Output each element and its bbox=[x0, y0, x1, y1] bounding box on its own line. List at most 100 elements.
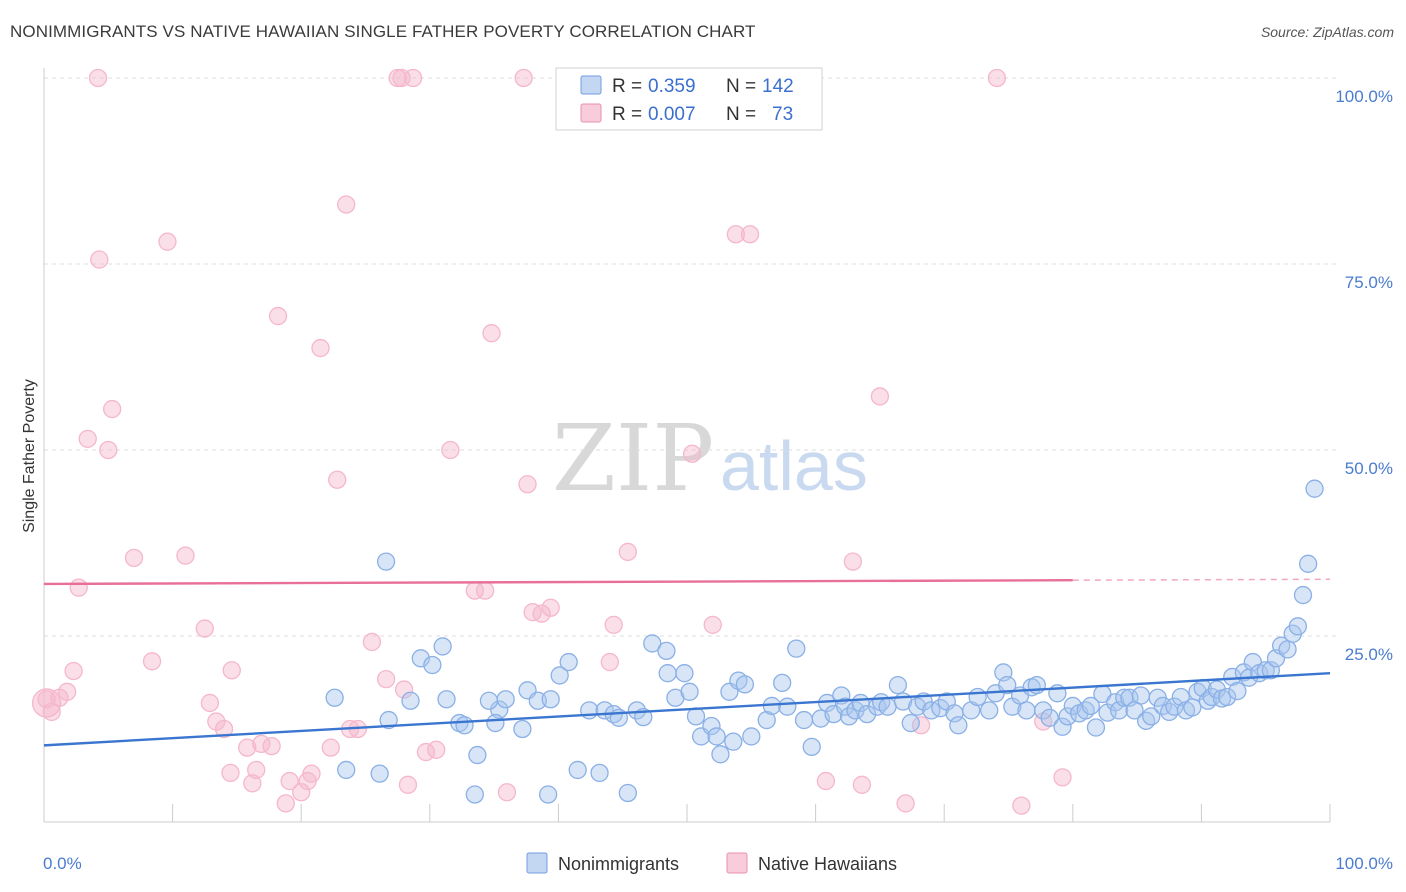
nonimmigrants-point-109 bbox=[1142, 707, 1161, 726]
nonimmigrants-point-35 bbox=[657, 641, 676, 661]
y-tick-label-75: 75.0% bbox=[1345, 273, 1393, 292]
native-hawaiians-point-12 bbox=[142, 652, 162, 671]
nonimmigrants-point-42 bbox=[702, 716, 721, 736]
y-tick-label-50: 50.0% bbox=[1345, 459, 1393, 478]
nonimmigrants-point-80 bbox=[968, 687, 987, 707]
nonimmigrants-point-31 bbox=[618, 783, 637, 803]
native-hawaiians-point-27 bbox=[276, 794, 295, 813]
native-hawaiians-point-22 bbox=[243, 774, 262, 793]
nonimmigrants-point-8 bbox=[433, 637, 452, 656]
native-hawaiians-point-61 bbox=[703, 615, 722, 634]
nonimmigrants-point-50 bbox=[757, 710, 776, 730]
stats-legend: R = 0.359 N = 142 R = 0.007 N = 73 bbox=[555, 67, 823, 131]
native-hawaiians-point-66 bbox=[852, 775, 872, 794]
native-hawaiians-point-6 bbox=[78, 429, 97, 448]
nonimmigrants-point-5 bbox=[401, 691, 420, 710]
native-hawaiians-point-38 bbox=[362, 632, 382, 652]
native-hawaiians-point-46 bbox=[427, 740, 446, 759]
nonimmigrants-point-116 bbox=[1183, 698, 1202, 717]
nonimmigrants-point-34 bbox=[643, 634, 662, 653]
native-hawaiians-point-57 bbox=[600, 652, 619, 672]
native-hawaiians-point-35 bbox=[337, 195, 356, 214]
nonimmigrants-point-12 bbox=[465, 785, 484, 804]
nonimmigrants-point-17 bbox=[496, 690, 515, 709]
nonimmigrants-point-56 bbox=[802, 737, 821, 757]
series-legend: Nonimmigrants Native Hawaiians bbox=[526, 852, 897, 874]
nonimmigrants-point-136 bbox=[1288, 617, 1307, 636]
native-hawaiians-point-62 bbox=[726, 225, 746, 244]
legend-n-value-1: 142 bbox=[762, 76, 794, 97]
nonimmigrants-point-39 bbox=[680, 682, 699, 701]
native-hawaiians-point-53 bbox=[518, 475, 537, 494]
native-hawaiians-trend-extension bbox=[1072, 578, 1331, 581]
y-axis-label: Single Father Poverty bbox=[21, 379, 38, 533]
nonimmigrants-point-22 bbox=[541, 690, 560, 709]
nonimmigrants-point-131 bbox=[1261, 661, 1280, 680]
watermark-atlas: atlas bbox=[720, 427, 868, 505]
legend-r-value-1: 0.359 bbox=[648, 76, 696, 97]
x-tick-label-100: 100.0% bbox=[1335, 854, 1393, 873]
native-hawaiians-point-21 bbox=[238, 738, 257, 757]
nonimmigrants-point-32 bbox=[627, 701, 646, 720]
grid-lines bbox=[44, 77, 1338, 637]
nonimmigrants-point-49 bbox=[742, 727, 761, 746]
nonimmigrants-point-27 bbox=[590, 763, 609, 783]
nonimmigrants-point-21 bbox=[538, 785, 558, 804]
legend-r-label-2: R = bbox=[612, 104, 642, 125]
nonimmigrants-point-48 bbox=[735, 675, 755, 694]
native-hawaiians-point-15 bbox=[195, 619, 214, 638]
nonimmigrants-point-65 bbox=[857, 704, 877, 724]
native-hawaiians-point-8 bbox=[90, 250, 109, 269]
nonimmigrants-point-43 bbox=[707, 727, 726, 746]
nonimmigrants-point-13 bbox=[468, 745, 487, 765]
legend-swatch-pink bbox=[580, 103, 602, 123]
nonimmigrants-point-78 bbox=[949, 716, 968, 735]
watermark-zip: ZIP bbox=[552, 405, 714, 512]
native-hawaiians-point-63 bbox=[740, 225, 760, 244]
nonimmigrants-point-121 bbox=[1207, 680, 1226, 699]
native-hawaiians-point-13 bbox=[158, 232, 177, 251]
native-hawaiians-point-51 bbox=[497, 783, 517, 802]
native-hawaiians-point-55 bbox=[532, 604, 551, 623]
series-legend-native-hawaiians: Native Hawaiians bbox=[758, 854, 897, 874]
nonimmigrants-point-130 bbox=[1256, 661, 1275, 680]
native-hawaiians-point-9 bbox=[99, 440, 118, 460]
native-hawaiians-point-20 bbox=[222, 661, 241, 680]
native-hawaiians-points bbox=[31, 68, 1072, 815]
native-hawaiians-point-28 bbox=[280, 771, 299, 791]
nonimmigrants-point-55 bbox=[794, 710, 814, 730]
native-hawaiians-point-34 bbox=[328, 470, 347, 489]
nonimmigrants-point-68 bbox=[878, 697, 897, 716]
nonimmigrants-point-114 bbox=[1171, 687, 1190, 707]
nonimmigrants-point-113 bbox=[1165, 697, 1184, 716]
nonimmigrants-point-25 bbox=[568, 760, 587, 780]
native-hawaiians-point-29 bbox=[292, 783, 311, 802]
native-hawaiians-point-71 bbox=[1012, 796, 1031, 815]
nonimmigrants-point-138 bbox=[1298, 554, 1318, 573]
nonimmigrants-point-71 bbox=[901, 713, 920, 733]
nonimmigrants-point-1 bbox=[325, 688, 344, 707]
native-hawaiians-point-56 bbox=[541, 598, 560, 617]
native-hawaiians-point-16 bbox=[200, 693, 220, 713]
axes bbox=[43, 68, 1331, 823]
nonimmigrants-trend-line bbox=[43, 672, 1331, 747]
nonimmigrants-point-84 bbox=[998, 675, 1017, 695]
nonimmigrants-point-123 bbox=[1217, 687, 1237, 707]
nonimmigrants-point-139 bbox=[1305, 479, 1324, 498]
nonimmigrants-point-7 bbox=[423, 655, 442, 675]
trend-lines bbox=[43, 578, 1331, 747]
nonimmigrants-point-3 bbox=[370, 764, 389, 783]
native-hawaiians-point-42 bbox=[394, 680, 414, 699]
native-hawaiians-point-4 bbox=[64, 661, 83, 681]
native-hawaiians-point-52 bbox=[514, 68, 533, 88]
legend-r-label-1: R = bbox=[612, 76, 642, 97]
native-hawaiians-point-32 bbox=[311, 338, 330, 358]
nonimmigrants-point-24 bbox=[559, 652, 578, 672]
nonimmigrants-point-107 bbox=[1131, 686, 1151, 705]
legend-r-value-2: 0.007 bbox=[648, 104, 696, 125]
native-hawaiians-point-43 bbox=[398, 775, 418, 794]
nonimmigrants-point-9 bbox=[437, 690, 456, 709]
nonimmigrants-point-23 bbox=[550, 666, 569, 685]
native-hawaiians-point-47 bbox=[441, 440, 460, 460]
legend-n-label-1: N = bbox=[726, 76, 756, 97]
